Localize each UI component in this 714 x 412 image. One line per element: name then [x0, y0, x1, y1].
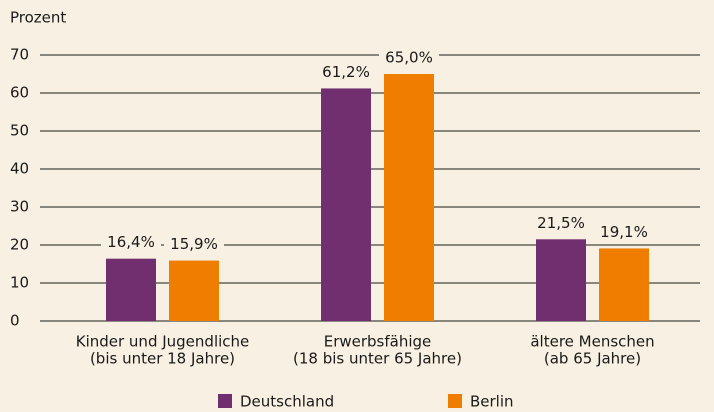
- y-tick-label: 60: [10, 84, 29, 102]
- value-label: 19,1%: [600, 223, 648, 241]
- x-tick-label: Kinder und Jugendliche: [76, 333, 250, 351]
- value-label: 61,2%: [322, 63, 370, 81]
- bar: [321, 88, 371, 321]
- y-tick-label: 0: [10, 312, 20, 330]
- value-label-background: [594, 222, 654, 243]
- y-tick-label: 10: [10, 274, 29, 292]
- value-label: 21,5%: [537, 214, 585, 232]
- y-tick-label: 70: [10, 46, 29, 64]
- bar: [384, 74, 434, 321]
- value-label: 16,4%: [107, 233, 155, 251]
- y-tick-label: 20: [10, 236, 29, 254]
- legend-swatch: [448, 394, 462, 408]
- value-label-background: [316, 62, 376, 83]
- x-tick-label: Erwerbsfähige: [324, 333, 432, 351]
- bar: [106, 258, 156, 321]
- y-tick-label: 50: [10, 122, 29, 140]
- legend-label: Deutschland: [240, 393, 334, 411]
- value-label-background: [379, 48, 439, 68]
- bar: [536, 239, 586, 321]
- legend-swatch: [218, 394, 232, 408]
- y-tick-label: 30: [10, 198, 29, 216]
- legend-label: Berlin: [470, 393, 514, 411]
- value-label: 65,0%: [385, 49, 433, 67]
- x-tick-label: ältere Menschen: [530, 333, 654, 351]
- x-tick-label: (bis unter 18 Jahre): [90, 350, 235, 368]
- y-tick-label: 40: [10, 160, 29, 178]
- x-tick-label: (ab 65 Jahre): [544, 350, 641, 368]
- value-label-background: [164, 234, 224, 255]
- value-label-background: [101, 232, 161, 253]
- x-tick-label: (18 bis unter 65 Jahre): [293, 350, 462, 368]
- value-label: 15,9%: [170, 235, 218, 253]
- bar: [599, 248, 649, 321]
- bar: [169, 260, 219, 321]
- value-label-background: [531, 213, 591, 234]
- y-axis-label: Prozent: [10, 9, 66, 27]
